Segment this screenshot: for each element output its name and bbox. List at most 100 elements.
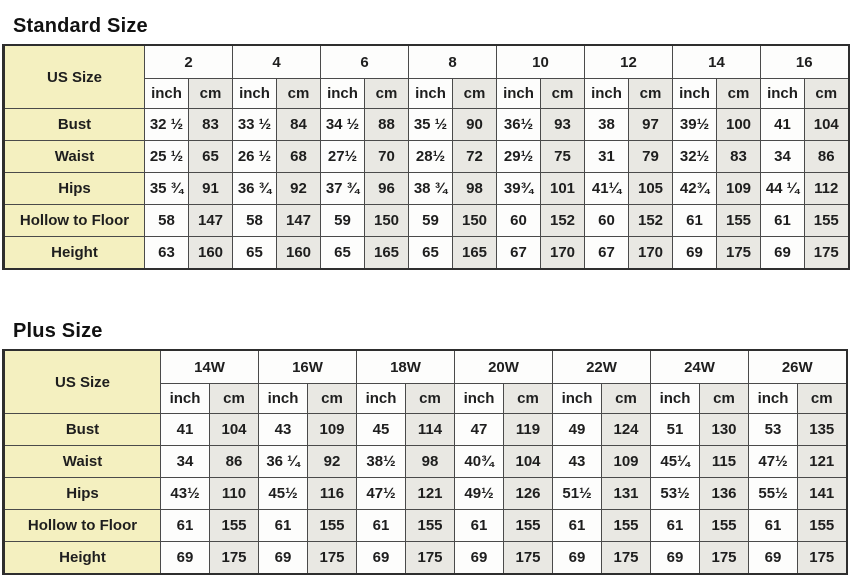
value-cell: 53½ <box>650 477 700 510</box>
value-cell: 147 <box>188 204 233 237</box>
value-cell: 53 <box>748 413 798 446</box>
value-cell: 43 <box>552 445 602 478</box>
value-cell: 39½ <box>672 108 717 141</box>
value-cell: 61 <box>356 509 406 542</box>
unit-header-cell: cm <box>188 78 233 109</box>
value-cell: 38½ <box>356 445 406 478</box>
row-label-cell: Bust <box>3 108 145 141</box>
value-cell: 109 <box>307 413 357 446</box>
value-cell: 59 <box>320 204 365 237</box>
unit-header-cell: inch <box>496 78 541 109</box>
value-cell: 47 <box>454 413 504 446</box>
value-cell: 121 <box>405 477 455 510</box>
value-cell: 69 <box>258 541 308 575</box>
value-cell: 26 ½ <box>232 140 277 173</box>
table-row: Waist 34 86 36 ¼ 92 38½ 98 40¾ 104 43 109 45¼ 115 47½… <box>3 445 847 478</box>
value-cell: 41 <box>160 413 210 446</box>
unit-header-cell: cm <box>601 383 651 414</box>
value-cell: 49 <box>552 413 602 446</box>
value-cell: 69 <box>160 541 210 575</box>
value-cell: 124 <box>601 413 651 446</box>
value-cell: 67 <box>496 236 541 270</box>
row-label-cell: Height <box>3 541 161 575</box>
row-label-cell: Hollow to Floor <box>3 509 161 542</box>
value-cell: 121 <box>797 445 847 478</box>
unit-header-cell: inch <box>258 383 308 414</box>
value-cell: 61 <box>552 509 602 542</box>
value-cell: 170 <box>540 236 585 270</box>
value-cell: 109 <box>601 445 651 478</box>
value-cell: 98 <box>405 445 455 478</box>
value-cell: 155 <box>307 509 357 542</box>
value-cell: 109 <box>716 172 761 205</box>
value-cell: 93 <box>540 108 585 141</box>
value-cell: 96 <box>364 172 409 205</box>
value-cell: 69 <box>748 541 798 575</box>
value-cell: 35 ½ <box>408 108 453 141</box>
standard-size-title: Standard Size <box>13 15 148 37</box>
value-cell: 65 <box>320 236 365 270</box>
value-cell: 175 <box>503 541 553 575</box>
unit-header-cell: inch <box>748 383 798 414</box>
size-header-cell: 10 <box>496 44 585 79</box>
value-cell: 33 ½ <box>232 108 277 141</box>
size-header-cell: 14 <box>672 44 761 79</box>
value-cell: 59 <box>408 204 453 237</box>
value-cell: 45½ <box>258 477 308 510</box>
row-label-cell: Waist <box>3 445 161 478</box>
unit-header-cell: cm <box>804 78 849 109</box>
value-cell: 175 <box>307 541 357 575</box>
value-cell: 61 <box>760 204 805 237</box>
value-cell: 61 <box>748 509 798 542</box>
size-header-cell: 18W <box>356 349 455 384</box>
unit-header-cell: inch <box>650 383 700 414</box>
value-cell: 35 ¾ <box>144 172 189 205</box>
value-cell: 105 <box>628 172 673 205</box>
value-cell: 65 <box>232 236 277 270</box>
table-row: Hollow to Floor 61 155 61 155 61 155 61 155 61 155… <box>3 509 847 542</box>
size-header-cell: 24W <box>650 349 749 384</box>
value-cell: 69 <box>672 236 717 270</box>
unit-header-cell: cm <box>364 78 409 109</box>
unit-header-cell: cm <box>628 78 673 109</box>
unit-header-cell: cm <box>540 78 585 109</box>
value-cell: 126 <box>503 477 553 510</box>
value-cell: 86 <box>209 445 259 478</box>
value-cell: 155 <box>601 509 651 542</box>
standard-size-section: Standard Size US Size 2 4 6 8 10 12 14 16 inch cm i… <box>0 0 850 270</box>
value-cell: 141 <box>797 477 847 510</box>
value-cell: 150 <box>452 204 497 237</box>
value-cell: 36 ¼ <box>258 445 308 478</box>
value-cell: 58 <box>232 204 277 237</box>
unit-header-cell: inch <box>584 78 629 109</box>
value-cell: 175 <box>797 541 847 575</box>
row-label-cell: Hollow to Floor <box>3 204 145 237</box>
unit-header-cell: inch <box>454 383 504 414</box>
table-row: Bust 32 ½ 83 33 ½ 84 34 ½ 88 35 ½ 90 36½ 93 38 97 39½… <box>3 108 849 141</box>
value-cell: 38 <box>584 108 629 141</box>
unit-header-cell: inch <box>408 78 453 109</box>
size-header-cell: 12 <box>584 44 673 79</box>
value-cell: 69 <box>552 541 602 575</box>
size-header-cell: 14W <box>160 349 259 384</box>
value-cell: 110 <box>209 477 259 510</box>
value-cell: 61 <box>258 509 308 542</box>
value-cell: 152 <box>540 204 585 237</box>
value-cell: 135 <box>797 413 847 446</box>
unit-header-cell: inch <box>356 383 406 414</box>
value-cell: 67 <box>584 236 629 270</box>
value-cell: 160 <box>276 236 321 270</box>
unit-header-cell: inch <box>144 78 189 109</box>
value-cell: 88 <box>364 108 409 141</box>
value-cell: 165 <box>364 236 409 270</box>
value-cell: 61 <box>650 509 700 542</box>
value-cell: 47½ <box>748 445 798 478</box>
value-cell: 34 <box>760 140 805 173</box>
corner-us-size-cell: US Size <box>3 349 161 414</box>
value-cell: 47½ <box>356 477 406 510</box>
unit-header-cell: cm <box>307 383 357 414</box>
value-cell: 29½ <box>496 140 541 173</box>
value-cell: 65 <box>408 236 453 270</box>
value-cell: 175 <box>804 236 849 270</box>
value-cell: 83 <box>188 108 233 141</box>
